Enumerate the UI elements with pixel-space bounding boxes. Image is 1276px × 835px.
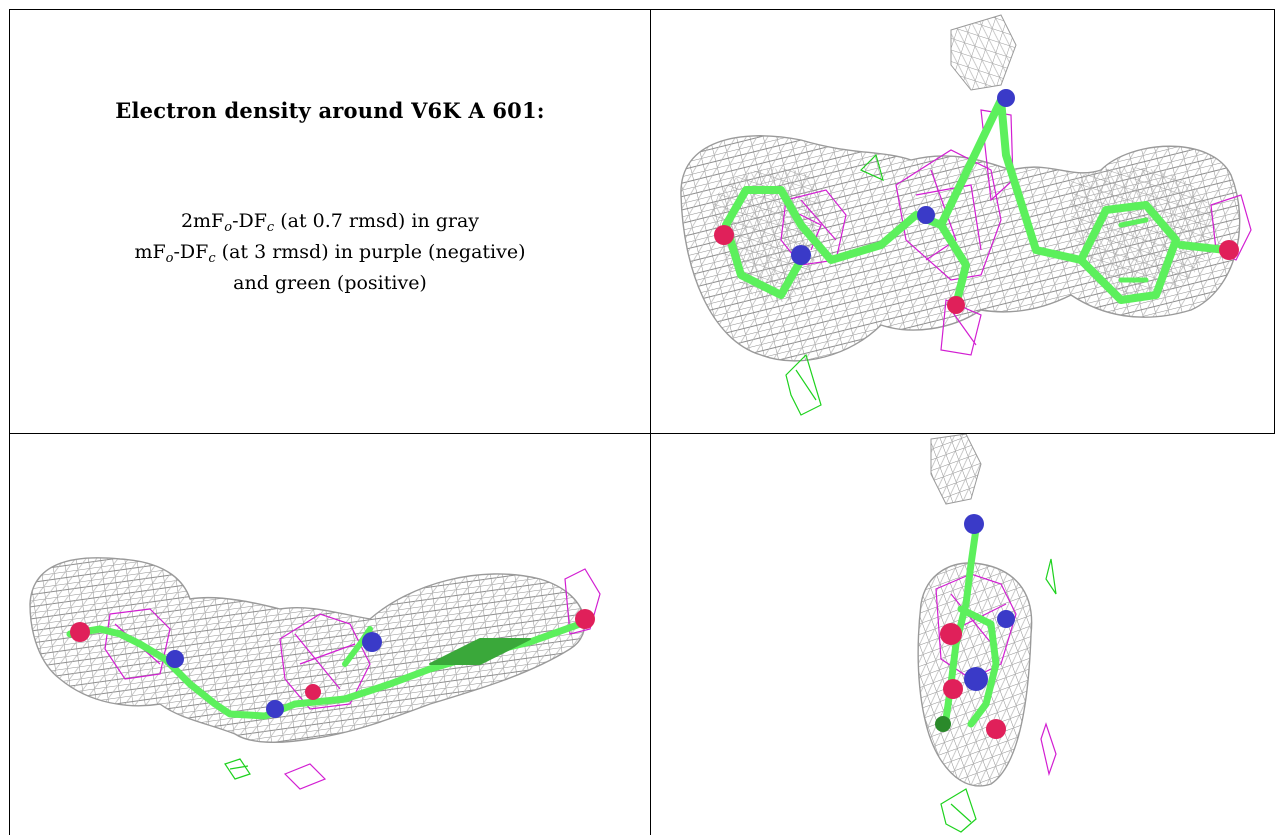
legend-line-positive: and green (positive) <box>233 272 427 294</box>
border-middle-vertical <box>650 9 651 835</box>
density-positive-green <box>785 153 884 416</box>
caption-cell: Electron density around V6K A 601: 2mFo-… <box>10 10 650 433</box>
border-left <box>9 9 10 835</box>
ligand-atoms <box>935 514 1015 739</box>
density-positive-green <box>940 558 1057 833</box>
caption-title: Electron density around V6K A 601: <box>115 98 545 123</box>
ligand-atoms <box>70 609 595 718</box>
density-image-face-on <box>651 10 1274 433</box>
border-middle-horizontal <box>9 433 1275 434</box>
border-right <box>1274 9 1275 433</box>
ligand-stick-model <box>66 620 584 720</box>
caption-legend: 2mFo-DFc (at 0.7 rmsd) in gray mFo-DFc (… <box>10 206 650 299</box>
ligand-atoms <box>714 89 1239 314</box>
legend-line-2fofc: 2mFo-DFc (at 0.7 rmsd) in gray <box>180 210 480 235</box>
density-image-edge-on <box>10 434 650 835</box>
density-image-end-on <box>651 434 1275 835</box>
figure-table: Electron density around V6K A 601: 2mFo-… <box>9 9 1275 835</box>
legend-line-fofc: mFo-DFc (at 3 rmsd) in purple (negative) <box>134 241 526 266</box>
density-positive-green <box>224 758 251 780</box>
ligand-stick-model <box>722 96 1230 309</box>
density-2fofc-gray <box>29 557 586 743</box>
border-top <box>9 9 1275 10</box>
